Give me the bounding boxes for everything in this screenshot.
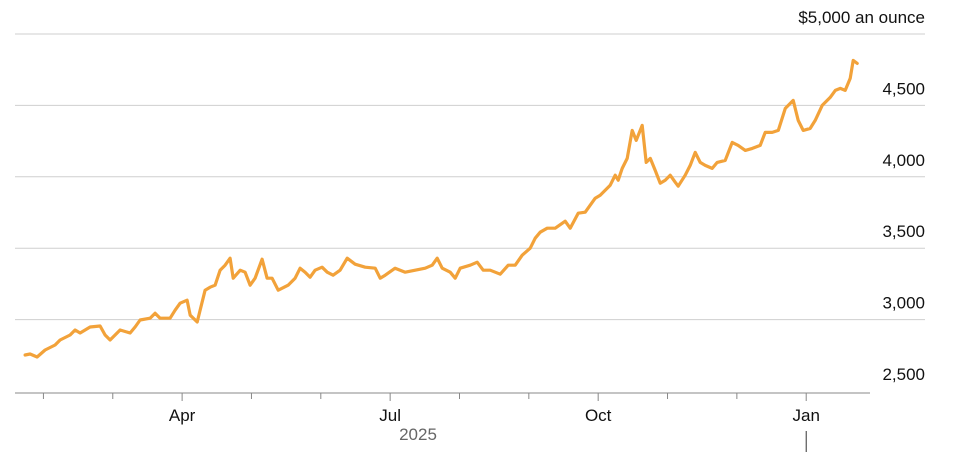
x-tick-label: Oct — [585, 406, 612, 425]
y-tick-label: 4,500 — [882, 79, 925, 98]
x-tick-label: Jan — [792, 406, 819, 425]
y-tick-label: 4,000 — [882, 151, 925, 170]
y-tick-label: 3,500 — [882, 222, 925, 241]
y-tick-label: 2,500 — [882, 365, 925, 384]
x-tick-label: Jul — [379, 406, 401, 425]
x-tick-label: Apr — [169, 406, 196, 425]
price-line — [23, 58, 859, 359]
y-tick-label: $5,000 an ounce — [798, 8, 925, 27]
x-axis-label: 2025 — [399, 425, 437, 444]
y-tick-label: 3,000 — [882, 294, 925, 313]
